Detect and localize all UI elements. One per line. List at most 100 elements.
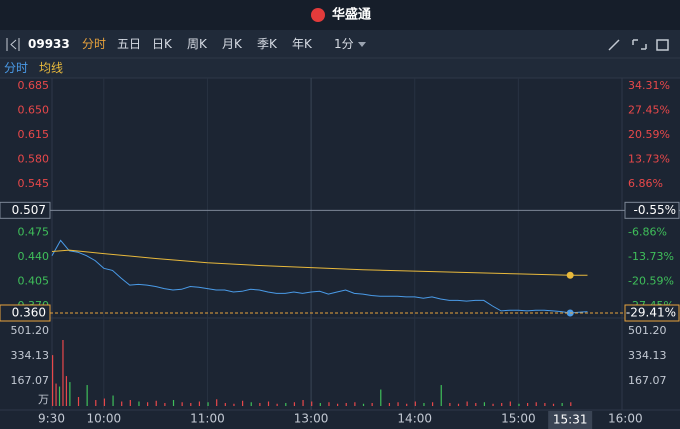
volume-tick-label: 167.07: [11, 374, 50, 387]
y2-tick-label: 27.45%: [628, 103, 670, 116]
volume-bar: [293, 402, 296, 406]
x-tick-label: 13:00: [294, 412, 329, 426]
volume-bar: [535, 402, 537, 406]
volume-bar: [190, 403, 192, 406]
volume-tick-label: 501.20: [11, 324, 50, 337]
reference-label: 0.360: [12, 306, 46, 320]
volume-tick-label-right: 501.20: [628, 324, 667, 337]
x-tick-label: 15:00: [501, 412, 536, 426]
y-tick-label: 0.650: [18, 103, 50, 116]
volume-bar: [432, 402, 434, 406]
volume-bar: [518, 403, 520, 406]
volume-bar: [52, 355, 54, 406]
period-tab[interactable]: 季K: [257, 37, 278, 51]
period-tab[interactable]: 年K: [292, 37, 313, 51]
reference-y2-label: -0.55%: [634, 203, 676, 217]
volume-bar: [544, 403, 546, 406]
period-tab[interactable]: 周K: [187, 37, 208, 51]
volume-bar: [354, 402, 356, 406]
dropdown-arrow[interactable]: [358, 42, 366, 47]
cursor-dot: [566, 271, 574, 279]
volume-bar: [224, 403, 226, 406]
volume-bar: [362, 403, 365, 406]
stock-code: 09933: [28, 37, 70, 51]
y-tick-label: 0.475: [18, 226, 50, 239]
volume-bar: [86, 385, 88, 406]
reference-box: [0, 201, 51, 219]
volume-bar: [172, 400, 175, 406]
y2-tick-label: 6.86%: [628, 177, 663, 190]
reference-box: [0, 304, 51, 322]
logo-icon: [311, 8, 325, 22]
volume-tick-label: 334.13: [11, 349, 50, 362]
y2-tick-label: 34.31%: [628, 79, 670, 92]
volume-bar: [501, 403, 503, 406]
volume-bar: [311, 401, 313, 406]
volume-bar: [77, 397, 80, 406]
volume-bar: [58, 386, 61, 406]
expand-icon[interactable]: [632, 39, 647, 50]
title-bar: [0, 0, 680, 30]
volume-unit: 万: [38, 393, 49, 406]
cursor-time-box: [548, 411, 593, 429]
reference-y2-label: -29.41%: [626, 306, 676, 320]
volume-bar: [147, 402, 149, 406]
y2-tick-label: 20.59%: [628, 128, 670, 141]
volume-bar: [371, 403, 373, 406]
volume-bar: [181, 402, 183, 406]
volume-bar: [302, 400, 304, 406]
volume-bar: [561, 403, 563, 406]
volume-bar: [138, 401, 140, 406]
volume-bar: [55, 383, 57, 406]
reference-box: [624, 201, 680, 219]
volume-bar: [276, 403, 278, 406]
volume-bar: [527, 403, 529, 406]
volume-bar: [337, 403, 339, 406]
average-line: [51, 249, 588, 276]
x-tick-label: 9:30: [38, 412, 65, 426]
x-tick-label: 14:00: [397, 412, 432, 426]
volume-bar: [552, 403, 555, 406]
volume-bar: [570, 402, 572, 406]
volume-bar: [121, 401, 123, 406]
volume-bar: [103, 398, 106, 406]
volume-bar: [414, 401, 416, 406]
app-name: 华盛通: [332, 7, 371, 23]
interval-selector[interactable]: 1分: [334, 37, 354, 51]
period-tab[interactable]: 分时: [82, 37, 106, 51]
collapse-icon[interactable]: [6, 38, 20, 51]
reference-box: [624, 304, 680, 322]
volume-bar: [449, 403, 451, 406]
volume-bar: [475, 403, 477, 406]
volume-bar: [345, 403, 347, 406]
volume-bar: [155, 400, 157, 406]
cursor-time-label: 15:31: [553, 413, 588, 427]
volume-bar: [164, 403, 166, 406]
x-tick-label: 11:00: [190, 412, 225, 426]
period-tab[interactable]: 月K: [222, 37, 243, 51]
volume-bar: [285, 403, 287, 406]
volume-bar: [65, 376, 68, 406]
volume-bar: [380, 389, 382, 406]
volume-bar: [328, 402, 330, 406]
volume-tick-label-right: 167.07: [628, 374, 667, 387]
volume-bar: [259, 403, 261, 406]
y-tick-label: 0.405: [18, 275, 50, 288]
period-tab[interactable]: 日K: [152, 37, 173, 51]
y2-tick-label: -13.73%: [628, 250, 674, 263]
fullscreen-icon[interactable]: [656, 39, 669, 51]
volume-bar: [129, 400, 131, 406]
x-tick-label: 16:00: [608, 412, 643, 426]
period-tab[interactable]: 五日: [117, 37, 141, 51]
tool-icons[interactable]: [608, 39, 669, 51]
volume-bar: [483, 402, 486, 406]
price-line: [51, 239, 588, 314]
draw-icon[interactable]: [608, 39, 620, 51]
toolbar: [0, 30, 680, 78]
volume-bar: [95, 400, 97, 406]
volume-bar: [457, 403, 460, 406]
volume-bar: [69, 382, 71, 406]
x-tick-label: 10:00: [87, 412, 122, 426]
volume-bar: [397, 402, 399, 406]
